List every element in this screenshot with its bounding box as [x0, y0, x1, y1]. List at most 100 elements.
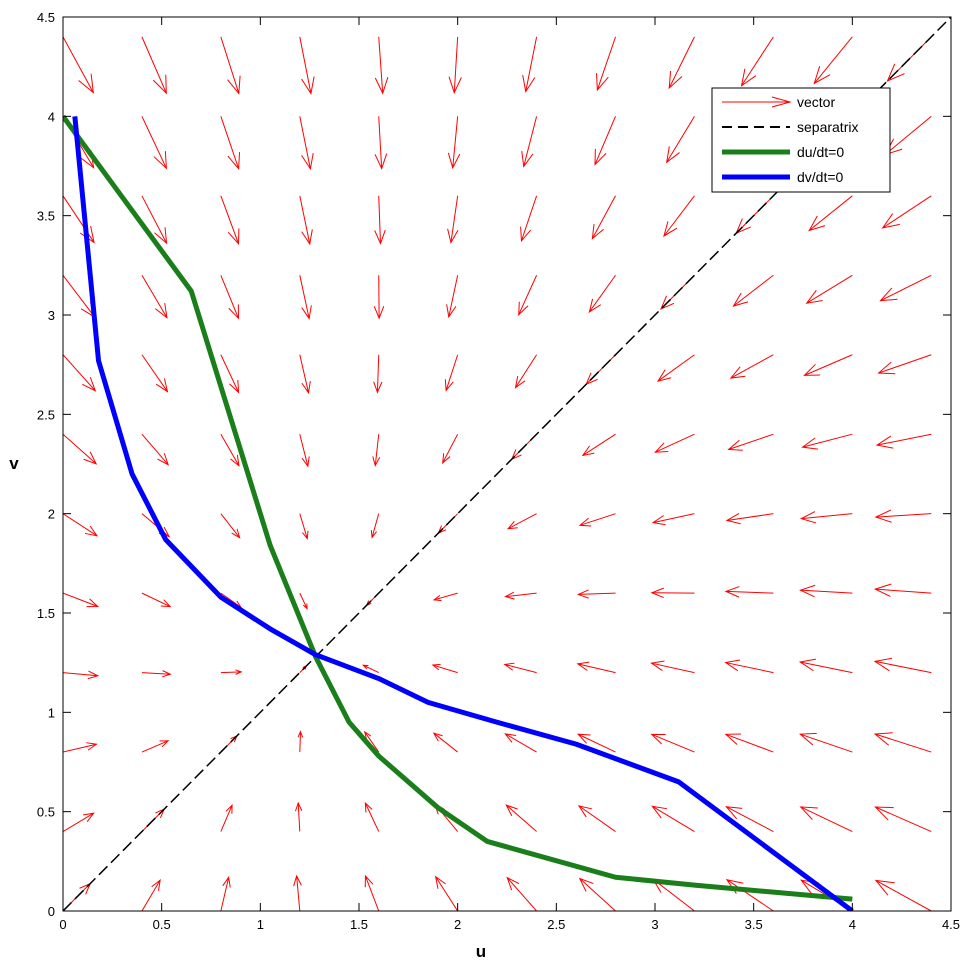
vector-head [301, 305, 312, 320]
vector-shaft [800, 733, 853, 753]
vector-head [504, 733, 517, 743]
x-tick-label: 0 [59, 917, 66, 932]
vector-arrow [578, 877, 616, 911]
vector-shaft [735, 195, 774, 234]
vector-arrow [63, 592, 100, 608]
vector-head [873, 583, 892, 597]
vector-shaft [874, 660, 932, 674]
vector-head [651, 515, 666, 526]
vector-shaft [435, 876, 459, 911]
vector-head [154, 303, 168, 319]
vector-arrow [220, 513, 241, 539]
vector-arrow [654, 433, 695, 453]
vector-head [83, 451, 98, 465]
vector-head [364, 730, 372, 740]
vector-arrow [651, 513, 695, 526]
vector-head [576, 589, 589, 599]
vector-shaft [579, 513, 616, 526]
vector-head [724, 659, 741, 672]
vector-arrow [447, 116, 461, 170]
vector-head [301, 152, 314, 171]
vector-arrow [374, 36, 389, 95]
y-tick-label: 2 [48, 507, 55, 522]
vector-shaft [591, 195, 616, 239]
vector-shaft [364, 875, 380, 911]
y-tick-label: 0.5 [37, 805, 55, 820]
vector-head [362, 664, 369, 670]
vector-head [503, 662, 515, 671]
vector-shaft [651, 662, 695, 674]
vector-arrow [220, 433, 240, 467]
vector-shaft [141, 354, 168, 392]
vector-head [591, 224, 604, 240]
vector-shaft [730, 354, 774, 379]
series-line-du-dt-0 [63, 114, 853, 902]
series-line-dv-dt-0 [72, 116, 854, 911]
vector-head [301, 381, 311, 395]
vector-arrow [663, 195, 695, 238]
vector-arrow [874, 509, 932, 523]
x-axis: 0 0.5 1 1.5 2 2.5 3 3.5 4 4.5 [59, 17, 960, 932]
y-axis-label: v [9, 454, 19, 473]
vector-shaft [733, 274, 774, 307]
vector-arrow [504, 733, 537, 753]
vector-shaft [141, 433, 169, 466]
vector-shaft [220, 513, 241, 538]
vector-shaft [297, 802, 301, 832]
vector-head [155, 378, 169, 393]
vector-shaft [141, 36, 167, 94]
vector-arrow [808, 195, 853, 232]
vector-arrow [879, 274, 932, 302]
legend-arrow-head-icon [771, 96, 792, 108]
vector-head [86, 742, 98, 751]
vector-head [374, 229, 386, 245]
vector-shaft [299, 731, 302, 753]
vector-arrow [873, 657, 932, 674]
vector-shaft [63, 354, 96, 392]
vector-shaft [876, 433, 932, 446]
vector-shaft [378, 195, 381, 244]
vector-arrow [141, 878, 161, 911]
vector-head [152, 74, 167, 95]
vector-arrow [577, 805, 616, 832]
vector-head [162, 670, 172, 678]
vector-head [434, 875, 446, 889]
vector-shaft [725, 662, 774, 674]
vector-head [578, 877, 594, 892]
vector-arrow [518, 275, 538, 316]
vector-shaft [299, 592, 308, 609]
vector-shaft [651, 733, 695, 753]
vector-arrow [297, 730, 304, 753]
vector-shaft [220, 275, 239, 319]
y-tick-label: 3.5 [37, 209, 55, 224]
vector-shaft [523, 116, 538, 167]
vector-head [654, 442, 669, 453]
vector-head [729, 366, 746, 379]
y-axis: 0 0.5 1 1.5 2 2.5 3 3.5 4 4.5 [37, 10, 951, 919]
vector-arrow [813, 36, 853, 85]
vector-shaft [588, 274, 616, 313]
vector-shaft [663, 195, 695, 237]
legend-item-vector: vector [722, 94, 835, 110]
vector-head [651, 805, 667, 819]
vector-arrow [873, 732, 932, 753]
vector-head [225, 803, 233, 814]
vector-arrow [724, 659, 774, 674]
vector-shaft [800, 589, 853, 594]
vector-head [588, 298, 602, 314]
vector-shaft [445, 354, 459, 391]
vector-head [725, 806, 743, 820]
vector-shaft [726, 513, 774, 521]
vector-arrow [141, 740, 170, 753]
vector-arrow [299, 513, 309, 540]
vector-arrow [434, 875, 459, 911]
vector-shaft [728, 433, 774, 450]
vector-head [576, 733, 591, 744]
vector-shaft [442, 433, 459, 464]
vector-shaft [652, 878, 695, 911]
vector-shaft [299, 36, 312, 94]
vector-head [230, 454, 240, 467]
series-layer [63, 17, 951, 911]
vector-arrow [141, 116, 167, 170]
vector-arrow [299, 275, 312, 320]
